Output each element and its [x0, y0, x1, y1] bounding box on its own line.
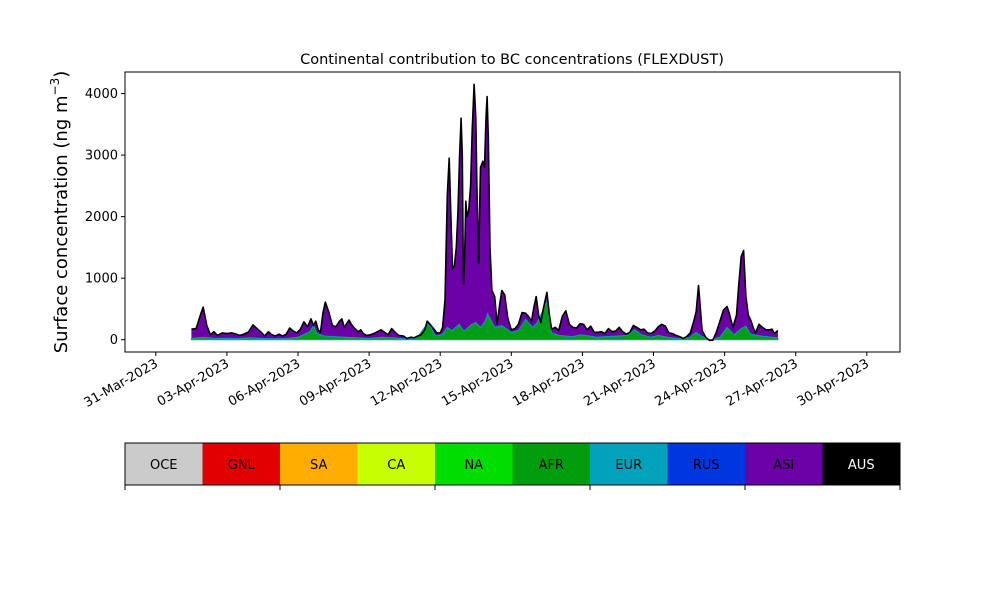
- colorbar-swatch-gnl: [202, 443, 281, 485]
- plot-frame: [124, 71, 901, 353]
- x-tick-label: 03-Apr-2023: [155, 356, 232, 409]
- colorbar-swatch-rus: [667, 443, 746, 485]
- series-area-lower-regions: [190, 299, 779, 341]
- series-area-asia: [191, 84, 778, 341]
- y-axis-label-main: Surface concentration (ng m: [51, 95, 72, 353]
- y-tick-label: 1000: [85, 272, 118, 287]
- colorbar-label-oce: OCE: [150, 458, 178, 473]
- plot-area: 0 1000 2000 3000 4000 31-Mar-202303-Apr-2023…: [82, 71, 901, 411]
- x-tick-label: 12-Apr-2023: [368, 356, 445, 409]
- colorbar-label-asi: ASI: [773, 458, 794, 473]
- x-ticks: 31-Mar-202303-Apr-202306-Apr-202309-Apr-…: [82, 352, 872, 411]
- colorbar-label-gnl: GNL: [228, 458, 256, 473]
- colorbar-label-afr: AFR: [539, 458, 564, 473]
- colorbar-frame: [124, 442, 901, 486]
- colorbar-label-sa: SA: [310, 458, 327, 473]
- series-line-total: [191, 83, 779, 342]
- y-tick-label: 4000: [85, 87, 118, 102]
- colorbar-swatch-oce: [125, 443, 203, 485]
- colorbar-swatch-afr: [512, 443, 591, 485]
- x-tick-label: 21-Apr-2023: [581, 356, 658, 409]
- y-tick-label: 0: [110, 333, 118, 348]
- x-tick-label: 31-Mar-2023: [82, 356, 161, 410]
- colorbar-label-aus: AUS: [848, 458, 875, 473]
- x-tick-label: 27-Apr-2023: [724, 356, 801, 409]
- colorbar-swatch-asi: [745, 443, 823, 485]
- colorbar-label-ca: CA: [387, 458, 405, 473]
- colorbar-swatch-ca: [357, 443, 436, 485]
- colorbar-swatch-sa: [280, 443, 358, 485]
- colorbar-label-na: NA: [464, 458, 483, 473]
- plot-series: [190, 83, 779, 342]
- colorbar-swatch-na: [435, 443, 513, 485]
- x-tick-label: 09-Apr-2023: [297, 356, 374, 409]
- y-tick-label: 2000: [85, 210, 118, 225]
- colorbar-label-eur: EUR: [615, 458, 642, 473]
- region-colorbar: OCE GNL SA CA NA AFR EUR RUS ASI AUS: [124, 442, 901, 490]
- x-tick-label: 18-Apr-2023: [510, 356, 587, 409]
- x-tick-label: 06-Apr-2023: [226, 356, 303, 409]
- chart-title: Continental contribution to BC concentra…: [300, 52, 724, 68]
- y-tick-label: 3000: [85, 149, 118, 164]
- colorbar-label-rus: RUS: [693, 458, 720, 473]
- y-axis-label-close: ): [51, 71, 72, 78]
- y-ticks: 0 1000 2000 3000 4000: [85, 87, 125, 348]
- x-tick-label: 30-Apr-2023: [795, 356, 872, 409]
- y-axis-label-exponent: −3: [48, 78, 62, 96]
- y-axis-label: Surface concentration (ng m−3): [48, 71, 72, 354]
- x-tick-label: 24-Apr-2023: [652, 356, 729, 409]
- colorbar-swatch-eur: [590, 443, 668, 485]
- x-tick-label: 15-Apr-2023: [439, 356, 516, 409]
- colorbar-swatch-aus: [822, 443, 901, 485]
